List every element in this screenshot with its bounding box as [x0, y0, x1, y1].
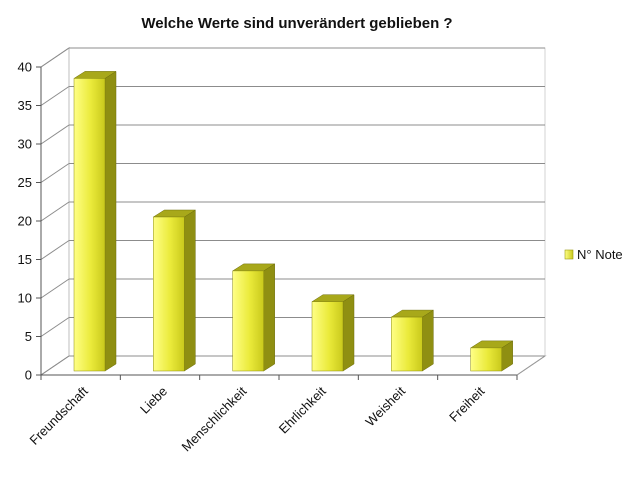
bar-front — [73, 78, 106, 372]
gridlines — [40, 47, 545, 376]
bar — [311, 294, 355, 372]
bar — [152, 209, 197, 372]
y-tick-label: 10 — [18, 291, 32, 306]
gridline-side — [40, 240, 70, 260]
bar-front — [153, 216, 185, 372]
legend: N° Note — [564, 247, 623, 262]
y-tick-label: 40 — [18, 60, 32, 75]
bar-side — [104, 70, 117, 372]
floor-edge — [516, 355, 546, 376]
legend-swatch — [564, 249, 574, 260]
y-tick-labels: 0 5 10 15 20 25 30 35 40 — [18, 60, 32, 383]
chart-title: Welche Werte sind unverändert geblieben … — [141, 15, 452, 32]
y-tick-label: 5 — [25, 329, 32, 344]
bar — [469, 340, 514, 372]
y-tick-label: 15 — [18, 252, 32, 267]
gridline-side — [40, 278, 70, 299]
x-tick-label: Liebe — [137, 384, 170, 417]
legend-label: N° Note — [577, 247, 623, 262]
gridline-side — [40, 163, 70, 183]
bar-side — [422, 309, 434, 372]
gridline-side — [40, 201, 70, 222]
y-tick-label: 25 — [18, 175, 32, 190]
x-tick-label: Ehrlichkeit — [276, 383, 329, 436]
x-tick-label: Freundschaft — [27, 383, 92, 448]
axes — [36, 66, 546, 380]
gridline-side — [40, 47, 70, 68]
y-tick-label: 30 — [18, 137, 32, 152]
bar-side — [342, 294, 355, 372]
y-tick-label: 0 — [25, 368, 32, 383]
bar — [390, 309, 435, 372]
floor — [39, 355, 547, 376]
x-tick-label: Menschlichkeit — [179, 383, 250, 454]
plot-walls — [39, 47, 547, 376]
y-tick-label: 20 — [18, 214, 32, 229]
x-tick-label: Weisheit — [362, 383, 408, 429]
bar-front — [470, 347, 502, 372]
bar-front — [391, 316, 423, 372]
bar — [231, 263, 276, 372]
gridline-side — [40, 317, 70, 337]
bars — [73, 70, 514, 372]
gridline-side — [40, 124, 70, 145]
bar-front — [232, 270, 264, 372]
y-tick-label: 35 — [18, 98, 32, 113]
gridline-side — [40, 86, 70, 106]
x-tick-labels: Freundschaft Liebe Menschlichkeit Ehrlichke… — [27, 383, 488, 454]
bar-side — [184, 209, 196, 372]
bar — [73, 70, 117, 372]
bar-front — [311, 301, 344, 372]
bar-side — [263, 263, 275, 372]
gridline-side — [40, 355, 70, 376]
x-tick-label: Freiheit — [446, 383, 488, 425]
